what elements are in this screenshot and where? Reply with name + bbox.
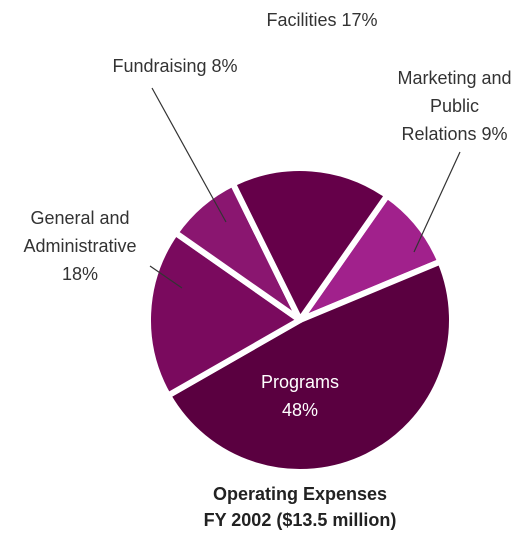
slice-label: Fundraising 8% bbox=[80, 52, 270, 80]
value-label: 9% bbox=[481, 124, 508, 144]
category-name: Facilities bbox=[266, 10, 337, 30]
pie-slice bbox=[165, 258, 455, 475]
slice-label: General and Administrative 18% bbox=[10, 204, 150, 288]
value-label: 18% bbox=[61, 264, 99, 284]
slice-label: Marketing and Public Relations 9% bbox=[392, 64, 517, 148]
value-label: 8% bbox=[211, 56, 238, 76]
chart-title: Operating Expenses bbox=[212, 484, 388, 504]
category-name: General and Administrative bbox=[23, 208, 137, 256]
value-label: 48% bbox=[281, 400, 319, 420]
category-name: Programs bbox=[260, 372, 340, 392]
slice-label: Programs 48% bbox=[230, 368, 370, 424]
pie-slice bbox=[229, 165, 391, 323]
category-name: Marketing and Public Relations bbox=[397, 68, 512, 144]
leader-line bbox=[413, 151, 461, 253]
chart-subtitle: FY 2002 ($13.5 million) bbox=[203, 510, 397, 530]
value-label: 17% bbox=[341, 10, 378, 30]
category-name: Fundraising bbox=[112, 56, 207, 76]
pie-slice bbox=[145, 229, 303, 399]
slice-label: Facilities 17% bbox=[222, 6, 422, 34]
leader-line bbox=[149, 265, 183, 289]
leader-line bbox=[151, 87, 227, 223]
